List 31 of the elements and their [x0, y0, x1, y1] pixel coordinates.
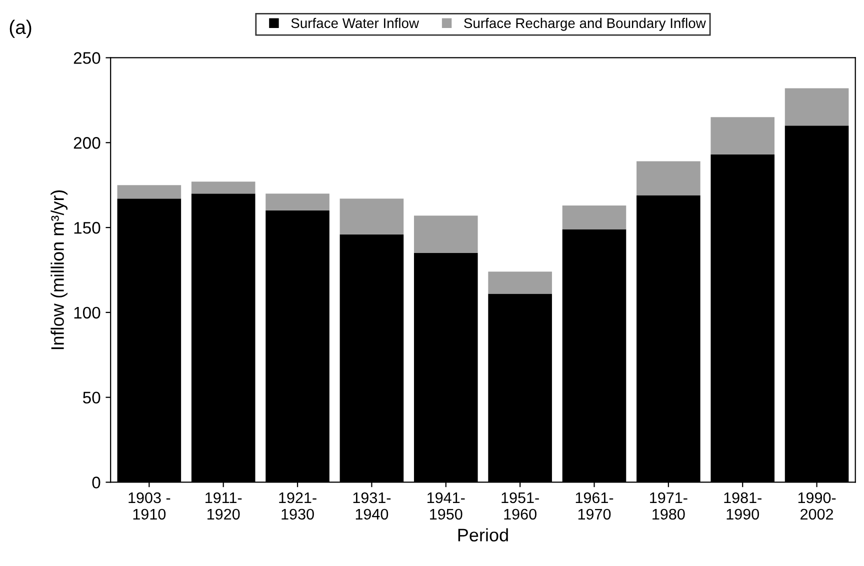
x-tick-label: 1961- 1970: [576, 492, 614, 520]
legend-label: Surface Recharge and Boundary Inflow: [464, 18, 706, 31]
x-tick-label: 1921- 1930: [279, 492, 316, 520]
bar: [414, 216, 478, 253]
y-tick-label: 200: [74, 137, 100, 149]
x-axis-title: Period: [458, 528, 508, 542]
x-tick-label: 1903 - 1910: [128, 492, 170, 520]
y-tick-label: 100: [74, 306, 100, 319]
bar: [191, 182, 256, 194]
y-axis-title: Inflow (million m³/yr): [50, 190, 68, 350]
bar: [636, 161, 700, 196]
bar: [710, 117, 775, 155]
x-tick-label: 1941- 1950: [428, 492, 465, 520]
bar: [266, 194, 330, 211]
x-tick-label: 1931- 1940: [353, 492, 391, 520]
x-tick-label: 1981- 1990: [724, 492, 762, 520]
x-tick-label: 1911- 1920: [206, 492, 242, 520]
x-tick-label: 1990- 2002: [798, 492, 836, 520]
bar: [562, 205, 626, 230]
legend-label: Surface Water Inflow: [291, 18, 420, 28]
bar: [784, 88, 849, 126]
text: (a): [10, 20, 32, 38]
bar: [488, 272, 552, 294]
bar: [340, 198, 404, 234]
y-tick-label: 50: [83, 392, 100, 404]
x-tick-label: 1951- 1960: [502, 492, 539, 520]
y-tick-label: 150: [74, 222, 100, 234]
y-tick-label: 250: [74, 52, 100, 64]
y-tick-label: 0: [92, 476, 100, 488]
x-tick-label: 1971- 1980: [650, 492, 688, 520]
bar: [117, 185, 182, 199]
